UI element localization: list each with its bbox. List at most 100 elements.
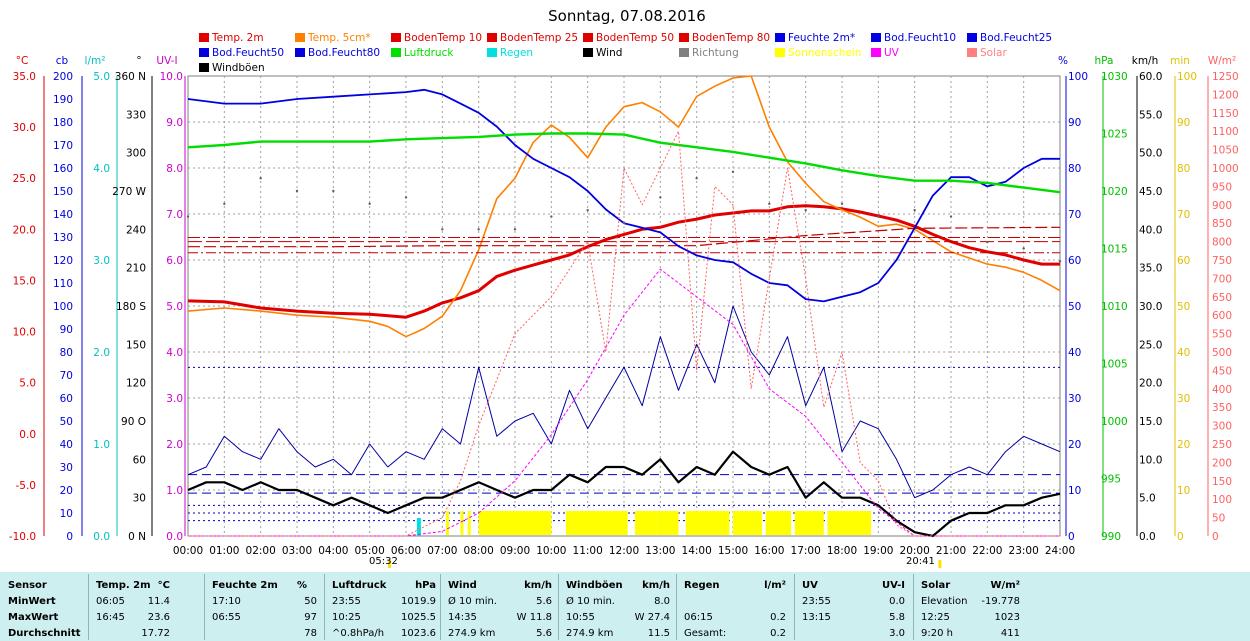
stats-cell: 274.9 km bbox=[566, 628, 614, 639]
uv-axis-tick: 3.0 bbox=[166, 393, 183, 405]
cloud-axis-tick: 70 bbox=[60, 370, 73, 382]
series-uv bbox=[188, 268, 1060, 537]
stats-cell: 06:55 bbox=[212, 612, 241, 623]
stats-header: Feuchte 2m bbox=[212, 580, 278, 591]
sun-axis-tick: 70 bbox=[1177, 209, 1190, 221]
press-axis-tick: 990 bbox=[1101, 531, 1121, 543]
cloud-axis-tick: 80 bbox=[60, 347, 73, 359]
stats-header: UV-I bbox=[881, 580, 905, 591]
stats-separator bbox=[440, 574, 441, 640]
solar-axis-tick: 250 bbox=[1212, 439, 1232, 451]
solar-axis-tick: 950 bbox=[1212, 181, 1232, 193]
solar-axis-tick: 850 bbox=[1212, 218, 1232, 230]
stats-cell: 9:20 h bbox=[921, 628, 953, 639]
sun-axis-tick: 60 bbox=[1177, 255, 1190, 267]
sunshine-dot bbox=[467, 511, 471, 535]
solar-axis-tick: 750 bbox=[1212, 255, 1232, 267]
point-richtung bbox=[695, 177, 698, 180]
stats-cell: 8.0 bbox=[654, 596, 670, 607]
legend-label-feuchte-2m: Feuchte 2m* bbox=[788, 32, 855, 44]
sunshine-bar bbox=[634, 511, 657, 535]
solar-axis-tick: 300 bbox=[1212, 421, 1232, 433]
cloud-axis-tick: 10 bbox=[60, 508, 73, 520]
series-solar bbox=[188, 130, 1060, 537]
x-tick-label: 09:00 bbox=[500, 545, 530, 557]
stats-cell: Elevation bbox=[921, 596, 968, 607]
stats-cell: 274.9 km bbox=[448, 628, 496, 639]
temp-axis-tick: 0.0 bbox=[19, 429, 36, 441]
solar-axis-tick: 150 bbox=[1212, 476, 1232, 488]
stats-separator bbox=[794, 574, 795, 640]
temp-axis-tick: 5.0 bbox=[19, 378, 36, 390]
sunset-marker bbox=[938, 560, 942, 568]
stats-cell: W 27.4 bbox=[634, 612, 670, 623]
point-richtung bbox=[477, 228, 480, 231]
press-axis-tick: 1015 bbox=[1101, 244, 1128, 256]
axis-unit-cloud: cb bbox=[56, 55, 69, 67]
x-tick-label: 12:00 bbox=[609, 545, 639, 557]
legend-swatch-regen bbox=[487, 48, 497, 57]
sunshine-bar bbox=[765, 511, 792, 535]
hum-axis-tick: 70 bbox=[1068, 209, 1081, 221]
stats-header: UV bbox=[802, 580, 818, 591]
x-axis-ticks: 00:00 01:00 02:00 03:00 04:00 05:00 06:00 07:00… bbox=[173, 545, 1075, 568]
press-axis-tick: 1025 bbox=[1101, 129, 1128, 141]
stats-cell: 5.6 bbox=[536, 596, 552, 607]
legend-swatch-solar bbox=[967, 48, 977, 57]
cloud-axis-tick: 0 bbox=[66, 531, 73, 543]
legend-swatch-bod-feucht80 bbox=[295, 48, 305, 57]
sunshine-bar bbox=[656, 511, 679, 535]
uv-axis-tick: 9.0 bbox=[166, 117, 183, 129]
solar-axis-tick: 550 bbox=[1212, 329, 1232, 341]
stats-cell: 06:15 bbox=[684, 612, 713, 623]
sunrise-label: 05:32 bbox=[369, 556, 398, 567]
axis-unit-temp: °C bbox=[16, 55, 29, 67]
dir-axis-tick: 240 bbox=[126, 224, 146, 236]
wind-axis-tick: 45.0 bbox=[1139, 186, 1162, 198]
solar-axis-tick: 1200 bbox=[1212, 89, 1239, 101]
legend-label-bodentemp-50: BodenTemp 50 bbox=[596, 32, 674, 44]
stats-header: km/h bbox=[524, 580, 552, 591]
press-axis-tick: 1000 bbox=[1101, 416, 1128, 428]
dir-axis-tick: 60 bbox=[133, 454, 146, 466]
axis-unit-hum: % bbox=[1058, 55, 1068, 67]
stats-cell: 11.5 bbox=[647, 628, 670, 639]
sunshine-bar bbox=[598, 511, 628, 535]
stats-header: Solar bbox=[921, 580, 951, 591]
stats-cell: 411 bbox=[1000, 628, 1020, 639]
temp-axis-tick: -5.0 bbox=[16, 480, 37, 492]
point-richtung bbox=[622, 221, 626, 225]
stats-cell: 10:25 bbox=[332, 612, 361, 623]
sun-axis-tick: 100 bbox=[1177, 71, 1197, 83]
x-tick-label: 05:00 bbox=[355, 545, 385, 557]
dir-axis-tick: 120 bbox=[126, 378, 146, 390]
sunset-label: 20:41 bbox=[906, 556, 935, 567]
x-tick-label: 20:00 bbox=[900, 545, 930, 557]
stats-cell: 23:55 bbox=[332, 596, 361, 607]
sun-axis-tick: 40 bbox=[1177, 347, 1190, 359]
cloud-axis-tick: 90 bbox=[60, 324, 73, 336]
point-richtung bbox=[550, 215, 553, 218]
x-tick-label: 02:00 bbox=[246, 545, 276, 557]
cloud-axis-tick: 200 bbox=[53, 71, 73, 83]
axis-unit-rain: l/m² bbox=[85, 55, 106, 67]
x-tick-label: 19:00 bbox=[863, 545, 893, 557]
stats-cell: 0.2 bbox=[770, 628, 786, 639]
legend-swatch-bod-feucht50 bbox=[199, 48, 209, 57]
dir-axis-tick: 90 O bbox=[121, 416, 146, 428]
stats-cell: 0.0 bbox=[889, 596, 905, 607]
cloud-axis-tick: 120 bbox=[53, 255, 73, 267]
dir-axis-tick: 330 bbox=[126, 109, 146, 121]
point-richtung bbox=[659, 196, 662, 199]
stats-cell: 12:25 bbox=[921, 612, 950, 623]
point-richtung bbox=[332, 189, 335, 193]
point-richtung bbox=[986, 240, 989, 244]
axis-unit-wind: km/h bbox=[1132, 55, 1159, 67]
sunshine-dot bbox=[460, 511, 464, 535]
temp-axis-tick: 15.0 bbox=[13, 275, 36, 287]
stats-cell: 1025.5 bbox=[401, 612, 436, 623]
x-tick-label: 24:00 bbox=[1045, 545, 1075, 557]
stats-header: W/m² bbox=[990, 580, 1020, 591]
wind-axis-tick: 20.0 bbox=[1139, 378, 1162, 390]
stats-cell: 1023.6 bbox=[401, 628, 436, 639]
